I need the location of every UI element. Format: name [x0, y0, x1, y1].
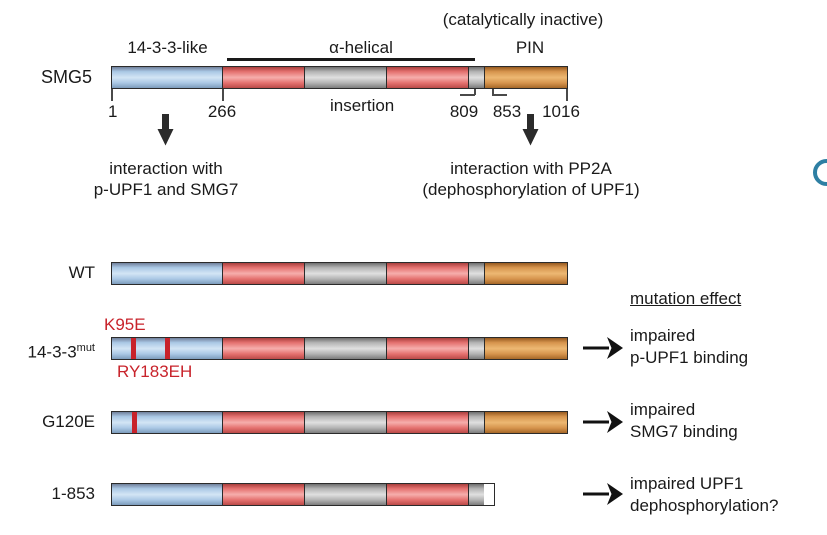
protein-name-label: SMG5 — [40, 67, 92, 87]
residue-tick-1 — [111, 89, 113, 101]
domain-segment-alpha-helical-2 — [386, 338, 468, 359]
mutation-label-ry183eh: RY183EH — [117, 362, 193, 381]
domain-segment-insertion — [304, 338, 386, 359]
residue-label-809: 809 — [449, 102, 479, 121]
left-interaction-line1: interaction with — [109, 159, 223, 178]
domain-segment-insertion — [304, 412, 386, 433]
left-interaction-annotation: interaction with p-UPF1 and SMG7 — [56, 158, 276, 200]
variant-label-1-853-text: 1-853 — [51, 484, 95, 503]
effect-line2: SMG7 binding — [630, 422, 738, 441]
14-3-3-mut-domain-bar — [111, 337, 568, 360]
right-down-arrow-icon — [522, 114, 539, 146]
variant-label-mut-sup: mut — [76, 342, 95, 354]
domain-segment-alpha-helical-2 — [386, 67, 468, 88]
fourteen-three-three-domain-label: 14-3-3-like — [127, 38, 208, 57]
right-interaction-line2: (dephosphorylation of UPF1) — [422, 180, 640, 199]
domain-segment-linker — [468, 67, 484, 88]
left-interaction-line2: p-UPF1 and SMG7 — [93, 180, 239, 199]
domain-segment-14-3-3-like — [112, 263, 222, 284]
mutation-tick-k95e — [131, 338, 136, 359]
catalytically-inactive-note: (catalytically inactive) — [442, 10, 604, 29]
domain-segment-alpha-helical-1 — [222, 263, 304, 284]
mutation-effect-1-853: impaired UPF1 dephosphorylation? — [630, 473, 778, 517]
mutation-effect-14-3-3-mut: impaired p-UPF1 binding — [630, 325, 748, 369]
domain-segment-linker — [468, 412, 484, 433]
wt-domain-bar — [111, 262, 568, 285]
right-interaction-annotation: interaction with PP2A (dephosphorylation… — [378, 158, 684, 200]
g120e-domain-bar — [111, 411, 568, 434]
domain-segment-14-3-3-like — [112, 412, 222, 433]
domain-segment-alpha-helical-2 — [386, 412, 468, 433]
mutation-label-k95e: K95E — [104, 315, 146, 334]
variant-label-14-3-3-text: 14-3-3 — [27, 342, 77, 362]
right-arrow-icon — [583, 483, 623, 505]
residue-label-1016: 1016 — [542, 102, 580, 121]
domain-segment-insertion — [304, 263, 386, 284]
insertion-label: insertion — [330, 96, 395, 115]
domain-segment-alpha-helical-1 — [222, 67, 304, 88]
domain-segment-alpha-helical-1 — [222, 484, 304, 505]
effect-line2: p-UPF1 binding — [630, 348, 749, 367]
domain-segment-14-3-3-like — [112, 338, 222, 359]
variant-label-wt: WT — [0, 262, 95, 284]
smg5-domain-bar — [111, 66, 568, 89]
variant-label-g120e-text: G120E — [42, 412, 95, 431]
residue-connector-809-h — [460, 94, 475, 96]
domain-segment-alpha-helical-2 — [386, 484, 468, 505]
domain-segment-pin — [484, 263, 567, 284]
right-arrow-icon — [583, 337, 623, 359]
domain-segment-linker — [468, 484, 484, 505]
pin-domain-label: PIN — [515, 38, 545, 57]
domain-segment-pin — [484, 338, 567, 359]
domain-segment-linker — [468, 263, 484, 284]
domain-segment-insertion — [304, 67, 386, 88]
mutation-effect-g120e: impaired SMG7 binding — [630, 399, 738, 443]
variant-label-g120e: G120E — [0, 411, 95, 433]
domain-segment-alpha-helical-1 — [222, 338, 304, 359]
domain-segment-linker — [468, 338, 484, 359]
effect-line2: dephosphorylation? — [630, 496, 779, 515]
variant-label-1-853: 1-853 — [0, 483, 95, 505]
residue-connector-853-h — [492, 94, 507, 96]
residue-tick-1016 — [566, 89, 568, 101]
right-arrow-icon — [583, 411, 623, 433]
effect-line1: impaired UPF1 — [630, 474, 744, 493]
mutation-effect-header: mutation effect — [630, 289, 742, 308]
alpha-helical-extent-line — [227, 58, 475, 61]
domain-segment-14-3-3-like — [112, 484, 222, 505]
mutation-tick-g120e — [132, 412, 137, 433]
domain-segment-alpha-helical-1 — [222, 412, 304, 433]
domain-segment-pin — [484, 67, 567, 88]
residue-label-1: 1 — [108, 102, 118, 121]
domain-segment-14-3-3-like — [112, 67, 222, 88]
effect-line1: impaired — [630, 400, 696, 419]
1-853-domain-bar — [111, 483, 495, 506]
domain-segment-pin — [484, 412, 567, 433]
residue-label-266: 266 — [207, 102, 237, 121]
residue-label-853: 853 — [492, 102, 522, 121]
clipped-circle-decoration — [813, 159, 827, 186]
mutation-tick-ry183eh — [165, 338, 170, 359]
residue-tick-266 — [222, 89, 224, 101]
residue-connector-853-v — [492, 89, 494, 95]
variant-label-wt-text: WT — [68, 263, 95, 282]
effect-line1: impaired — [630, 326, 696, 345]
right-interaction-line1: interaction with PP2A — [450, 159, 612, 178]
domain-segment-alpha-helical-2 — [386, 263, 468, 284]
residue-connector-809-v — [474, 89, 476, 95]
domain-segment-insertion — [304, 484, 386, 505]
alpha-helical-domain-label: α-helical — [329, 38, 393, 57]
variant-label-14-3-3-mut: 14-3-3mut — [0, 337, 95, 362]
left-down-arrow-icon — [157, 114, 174, 146]
